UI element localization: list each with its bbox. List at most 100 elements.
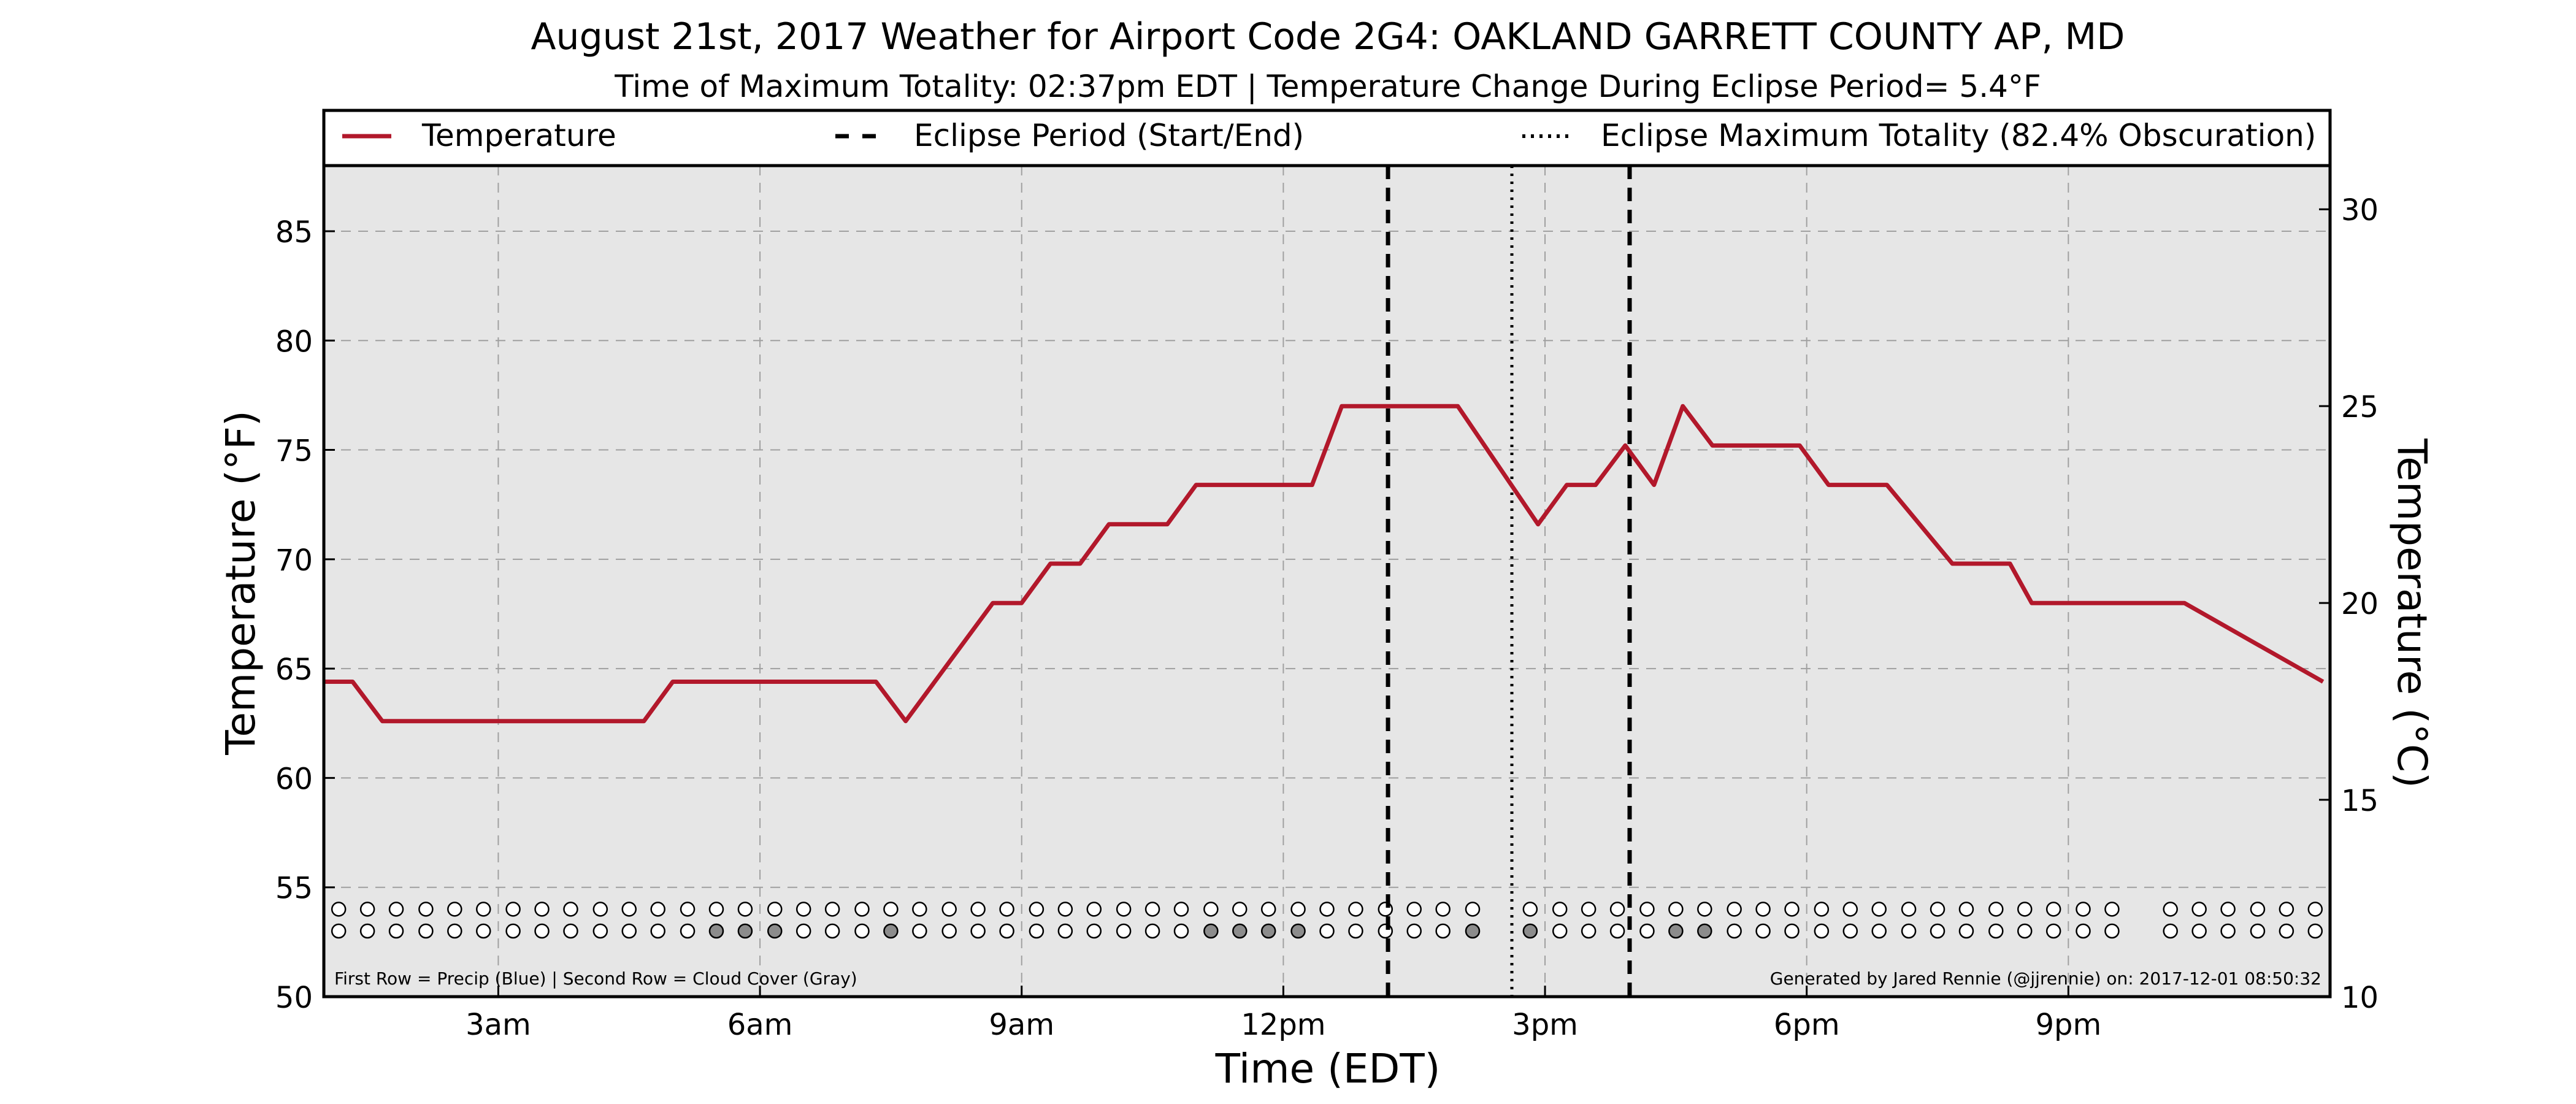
precip-marker: [1697, 902, 1712, 917]
precip-marker: [999, 902, 1014, 917]
precip-marker: [1552, 902, 1568, 917]
precip-marker: [1435, 902, 1451, 917]
cloud-cover-marker: [1930, 923, 1945, 939]
cloud-cover-marker: [970, 923, 986, 939]
precip-marker: [737, 902, 753, 917]
footnote-left: First Row = Precip (Blue) | Second Row =…: [334, 968, 857, 989]
precip-marker: [505, 902, 521, 917]
cloud-cover-marker: [505, 923, 521, 939]
cloud-cover-marker: [2104, 923, 2120, 939]
cloud-cover-marker: [1755, 923, 1771, 939]
cloud-cover-marker: [1581, 923, 1597, 939]
precip-marker: [2076, 902, 2091, 917]
precip-marker: [563, 902, 578, 917]
precip-marker: [1755, 902, 1771, 917]
cloud-cover-marker: [476, 923, 491, 939]
chart-marks: [324, 166, 2325, 997]
y-right-tick-label: 15: [2341, 784, 2379, 818]
cloud-cover-marker: [1522, 923, 1538, 939]
legend-label-eclipse-max: Eclipse Maximum Totality (82.4% Obscurat…: [1601, 118, 2316, 153]
temperature-line: [324, 404, 2325, 724]
cloud-cover-marker: [1260, 923, 1276, 939]
precip-marker: [476, 902, 491, 917]
cloud-cover-marker: [2191, 923, 2207, 939]
cloud-cover-marker: [2163, 923, 2178, 939]
cloud-cover-marker: [359, 923, 375, 939]
chart-subtitle: Time of Maximum Totality: 02:37pm EDT | …: [614, 69, 2041, 104]
cloud-cover-marker: [1435, 923, 1451, 939]
precip-marker: [1784, 902, 1800, 917]
cloud-cover-marker: [1232, 923, 1248, 939]
cloud-cover-marker: [1609, 923, 1625, 939]
cloud-cover-marker: [1173, 923, 1189, 939]
precip-marker: [2163, 902, 2178, 917]
cloud-cover-marker: [1842, 923, 1858, 939]
precip-marker: [1639, 902, 1655, 917]
y-axis-left: 50 55 60 65 70 75 80 85: [275, 215, 335, 1015]
x-tick-label: 3pm: [1512, 1008, 1578, 1042]
x-tick-label: 12pm: [1241, 1008, 1325, 1042]
precip-marker: [767, 902, 783, 917]
y-tick-label: 80: [275, 324, 313, 359]
precip-marker: [1057, 902, 1073, 917]
precip-marker: [2191, 902, 2207, 917]
y-right-tick-label: 20: [2341, 587, 2379, 621]
precip-marker: [680, 902, 696, 917]
x-tick-label: 9am: [989, 1008, 1054, 1042]
precip-marker: [912, 902, 927, 917]
precip-marker: [1086, 902, 1102, 917]
cloud-cover-marker: [447, 923, 462, 939]
precip-marker: [1406, 902, 1422, 917]
precip-marker: [1319, 902, 1335, 917]
precip-marker: [1116, 902, 1132, 917]
precip-marker: [2279, 902, 2294, 917]
precip-marker: [650, 902, 665, 917]
cloud-cover-marker: [1988, 923, 2004, 939]
cloud-cover-marker: [1727, 923, 1742, 939]
y-tick-label: 50: [275, 981, 313, 1015]
precip-marker: [1348, 902, 1363, 917]
precip-marker: [1958, 902, 1974, 917]
cloud-cover-marker: [2017, 923, 2033, 939]
cloud-cover-marker: [767, 923, 783, 939]
precip-marker: [2220, 902, 2236, 917]
y-tick-label: 60: [275, 762, 313, 796]
legend-label-temperature: Temperature: [421, 118, 616, 153]
precip-marker: [621, 902, 637, 917]
precip-marker: [447, 902, 462, 917]
y-tick-label: 65: [275, 653, 313, 687]
cloud-cover-marker: [534, 923, 550, 939]
precip-marker: [1232, 902, 1248, 917]
cloud-cover-marker: [388, 923, 404, 939]
cloud-cover-marker: [2307, 923, 2323, 939]
cloud-cover-marker: [824, 923, 840, 939]
precip-marker: [795, 902, 811, 917]
cloud-cover-marker: [2220, 923, 2236, 939]
x-axis: 3am 6am 9am 12pm 3pm 6pm 9pm: [466, 986, 2101, 1042]
precip-marker: [1144, 902, 1160, 917]
cloud-cover-marker: [1406, 923, 1422, 939]
x-tick-label: 6am: [727, 1008, 793, 1042]
precip-marker: [970, 902, 986, 917]
precip-marker: [941, 902, 957, 917]
precip-marker: [2017, 902, 2033, 917]
precip-marker: [1203, 902, 1219, 917]
plot-area: [324, 166, 2330, 997]
precip-marker: [2307, 902, 2323, 917]
precip-marker: [1988, 902, 2004, 917]
precip-marker: [1581, 902, 1597, 917]
precip-marker: [1930, 902, 1945, 917]
y-right-tick-label: 10: [2341, 981, 2379, 1015]
cloud-cover-marker: [795, 923, 811, 939]
cloud-cover-marker: [1029, 923, 1045, 939]
precip-marker: [1727, 902, 1742, 917]
precip-marker: [592, 902, 608, 917]
precip-marker: [418, 902, 434, 917]
precip-marker: [1814, 902, 1830, 917]
cloud-cover-marker: [1319, 923, 1335, 939]
cloud-cover-marker: [1958, 923, 1974, 939]
cloud-cover-marker: [1348, 923, 1363, 939]
precip-marker: [883, 902, 899, 917]
cloud-cover-marker: [883, 923, 899, 939]
cloud-cover-marker: [854, 923, 870, 939]
